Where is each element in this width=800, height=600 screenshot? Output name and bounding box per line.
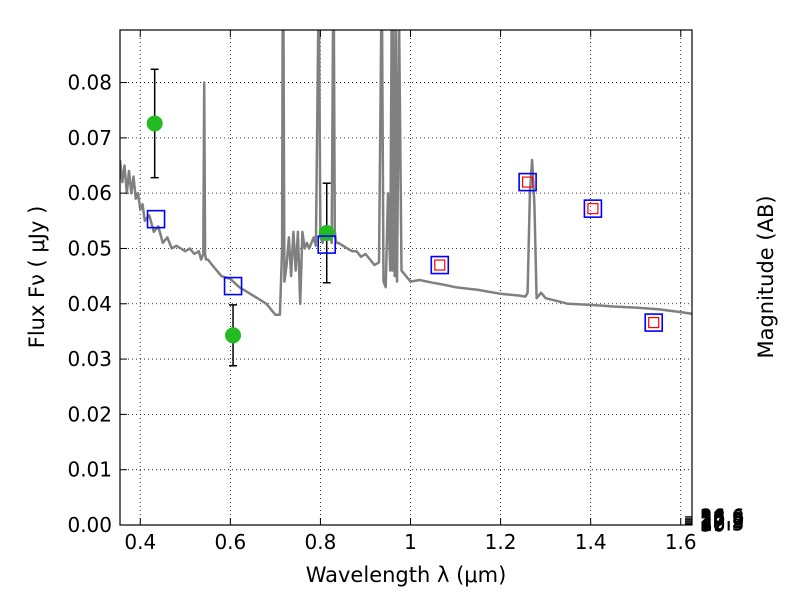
y-tick-label: 0.02: [67, 402, 112, 426]
x-tick-label: 1.6: [665, 530, 697, 554]
x-tick-label: 1: [404, 530, 417, 554]
model-point-blue: [223, 276, 243, 296]
model-point-blue: [583, 199, 603, 218]
observed-point: [318, 224, 335, 241]
right-tick-label: 26.6: [700, 505, 745, 529]
y-tick-label: 0.07: [67, 126, 112, 150]
observed-point: [146, 115, 163, 132]
observed-point: [225, 327, 242, 344]
model-point-blue: [317, 235, 337, 254]
right-tick-label: 29: [700, 512, 725, 536]
y-tick-label: 0.01: [67, 458, 112, 482]
right-tick-label: 28.5: [700, 512, 745, 536]
right-tick-label: 30: [700, 513, 725, 537]
model-point-blue: [644, 313, 664, 332]
y-tick-label: 0.04: [67, 292, 112, 316]
right-tick-label: 26.8: [700, 506, 745, 530]
x-axis-label: Wavelength λ (μm): [306, 563, 507, 587]
plot-frame: [119, 29, 693, 526]
x-tick-label: 0.6: [214, 530, 246, 554]
right-tick-label: 27: [700, 507, 725, 531]
axis-ticks: 0.4 0.6 0.8 1 1.2 1.4 1.6 0.00 0.01 0.02 0.03 0.04 0…: [67, 30, 745, 554]
right-tick-label: 27.2: [700, 508, 745, 532]
right-axis-label: Magnitude (AB): [754, 195, 778, 358]
y-tick-label: 0.00: [67, 513, 112, 537]
model-point-red: [648, 316, 660, 329]
x-tick-label: 0.8: [305, 530, 337, 554]
spectrum-line: [120, 30, 692, 317]
plot-area: [120, 30, 692, 367]
x-tick-label: 1.2: [485, 530, 517, 554]
model-point-red: [522, 176, 534, 188]
model-point-blue: [430, 255, 450, 275]
y-tick-label: 0.03: [67, 347, 112, 371]
right-tick-label: 28: [700, 511, 725, 535]
model-point-red: [587, 203, 599, 215]
x-tick-label: 0.4: [124, 530, 156, 554]
y-axis-label: Flux Fν ( μJy ): [25, 206, 49, 349]
model-point-blue: [146, 209, 166, 229]
model-point-blue: [518, 172, 537, 192]
right-tick-label: 27.5: [700, 509, 745, 533]
x-tick-label: 1.4: [575, 530, 607, 554]
y-tick-label: 0.05: [67, 236, 112, 260]
y-tick-label: 0.06: [67, 181, 112, 205]
grid-layer: [120, 30, 692, 525]
model-point-red: [434, 259, 446, 271]
y-tick-label: 0.08: [67, 71, 112, 95]
